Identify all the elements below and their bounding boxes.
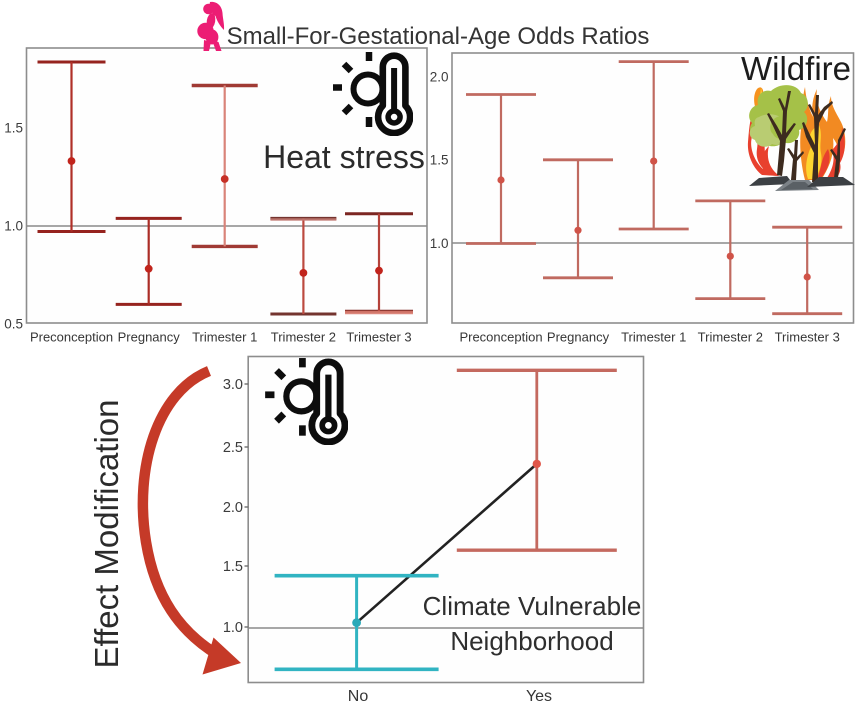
svg-text:Heat stress: Heat stress bbox=[263, 139, 425, 175]
svg-text:Climate Vulnerable: Climate Vulnerable bbox=[423, 591, 642, 621]
svg-text:1.0: 1.0 bbox=[4, 219, 23, 234]
svg-text:Trimester 2: Trimester 2 bbox=[271, 330, 336, 345]
svg-text:1.5: 1.5 bbox=[223, 559, 243, 575]
svg-text:1.0: 1.0 bbox=[223, 620, 243, 636]
svg-text:Wildfire: Wildfire bbox=[741, 50, 851, 87]
svg-text:Neighborhood: Neighborhood bbox=[450, 626, 613, 656]
svg-text:1.0: 1.0 bbox=[430, 236, 449, 251]
svg-text:Preconception: Preconception bbox=[30, 330, 113, 345]
svg-text:Trimester 1: Trimester 1 bbox=[192, 330, 257, 345]
svg-text:Preconception: Preconception bbox=[459, 330, 542, 345]
svg-text:3.0: 3.0 bbox=[223, 377, 243, 393]
svg-text:Trimester 2: Trimester 2 bbox=[698, 330, 763, 345]
svg-text:0.5: 0.5 bbox=[4, 317, 23, 332]
svg-text:Trimester 3: Trimester 3 bbox=[775, 330, 840, 345]
svg-text:Small-For-Gestational-Age Odds: Small-For-Gestational-Age Odds Ratios bbox=[227, 23, 650, 50]
svg-text:Effect Modification: Effect Modification bbox=[88, 399, 125, 668]
svg-text:Yes: Yes bbox=[526, 688, 552, 705]
svg-text:2.5: 2.5 bbox=[223, 440, 243, 456]
svg-text:No: No bbox=[348, 688, 369, 705]
svg-text:2.0: 2.0 bbox=[430, 70, 449, 85]
svg-text:Pregnancy: Pregnancy bbox=[547, 330, 610, 345]
svg-text:1.5: 1.5 bbox=[4, 121, 23, 136]
svg-text:2.0: 2.0 bbox=[223, 500, 243, 516]
svg-text:Pregnancy: Pregnancy bbox=[118, 330, 181, 345]
svg-text:Trimester 3: Trimester 3 bbox=[346, 330, 411, 345]
svg-text:Trimester 1: Trimester 1 bbox=[621, 330, 686, 345]
svg-text:1.5: 1.5 bbox=[430, 153, 449, 168]
